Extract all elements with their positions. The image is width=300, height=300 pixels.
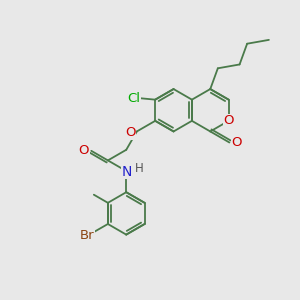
Text: Br: Br bbox=[80, 229, 94, 242]
Text: Cl: Cl bbox=[127, 92, 140, 105]
Text: O: O bbox=[232, 136, 242, 149]
Text: O: O bbox=[79, 144, 89, 157]
Text: O: O bbox=[224, 114, 234, 127]
Text: O: O bbox=[125, 126, 136, 140]
Text: N: N bbox=[122, 165, 132, 178]
Text: H: H bbox=[135, 162, 144, 175]
